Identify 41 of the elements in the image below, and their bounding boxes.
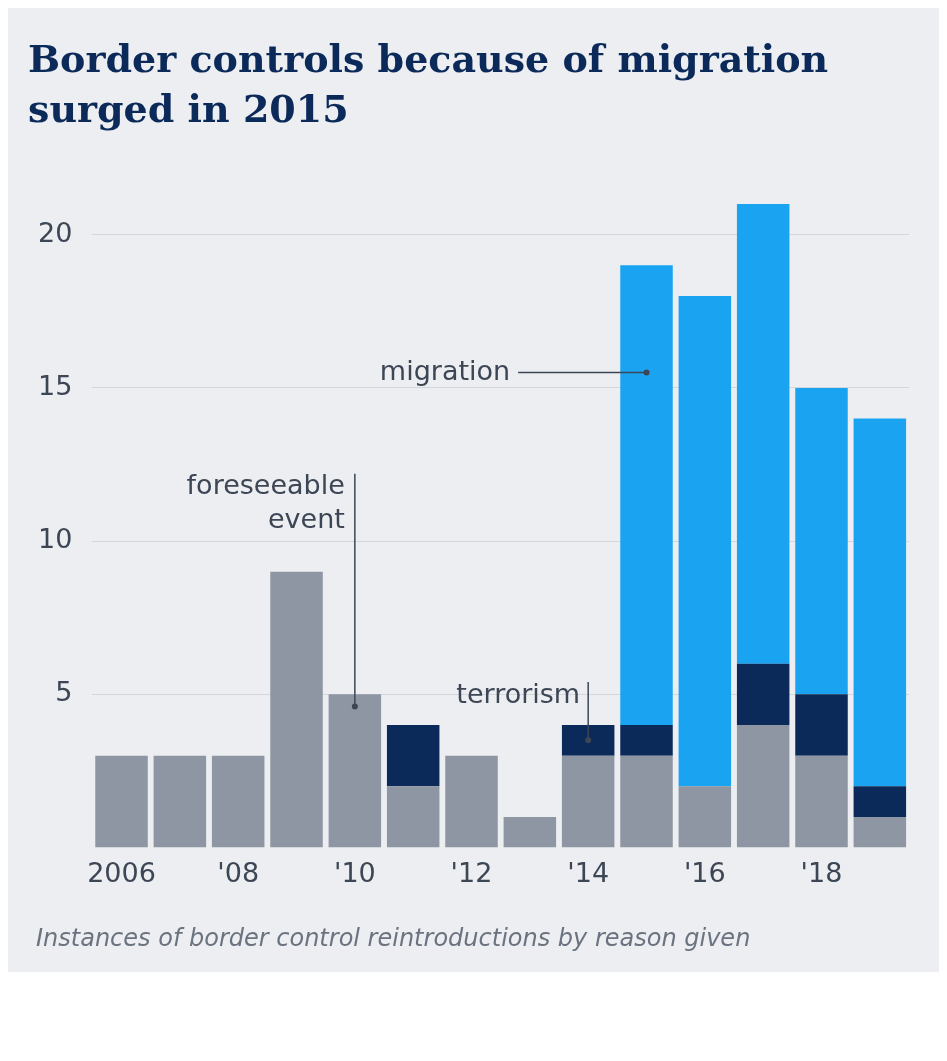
bar — [853, 418, 907, 787]
bar — [736, 725, 790, 848]
x-tick-label: '10 — [333, 856, 376, 888]
y-tick-label: 15 — [38, 369, 73, 401]
bar — [620, 725, 673, 756]
x-tick-label: '18 — [800, 856, 843, 888]
bar — [445, 755, 498, 848]
y-tick-label: 20 — [38, 216, 73, 248]
bar — [795, 755, 848, 848]
x-tick-label: '08 — [217, 856, 260, 888]
series-label: terrorism — [456, 677, 581, 709]
y-tick-label: 10 — [38, 523, 73, 555]
bar — [620, 265, 673, 726]
bar — [795, 694, 848, 756]
bar — [620, 755, 673, 848]
chart-title: Border controls because of migration surged in 2015 — [27, 35, 830, 133]
bar — [328, 694, 382, 848]
bar — [503, 816, 557, 848]
bar — [561, 725, 615, 756]
bar — [853, 816, 907, 848]
text: migration — [379, 354, 511, 386]
bar — [386, 725, 440, 787]
bar — [561, 755, 615, 848]
bar — [211, 755, 265, 848]
bar — [153, 755, 207, 848]
y-tick-label: 5 — [55, 676, 73, 708]
bar — [678, 786, 732, 848]
bar — [270, 571, 323, 848]
series-label: foreseeable event — [186, 469, 345, 535]
bar — [795, 387, 848, 695]
x-tick-label: '16 — [683, 856, 726, 888]
bar — [736, 663, 790, 726]
text: Instances of border control reintroductions by reason given — [35, 923, 752, 952]
bar — [386, 786, 440, 848]
x-tick-label: '12 — [450, 856, 493, 888]
bar — [95, 755, 148, 848]
bar — [678, 295, 732, 787]
x-tick-label: '14 — [567, 856, 610, 888]
bar — [853, 786, 907, 817]
x-tick-label: 2006 — [87, 856, 156, 888]
bar — [736, 204, 790, 664]
